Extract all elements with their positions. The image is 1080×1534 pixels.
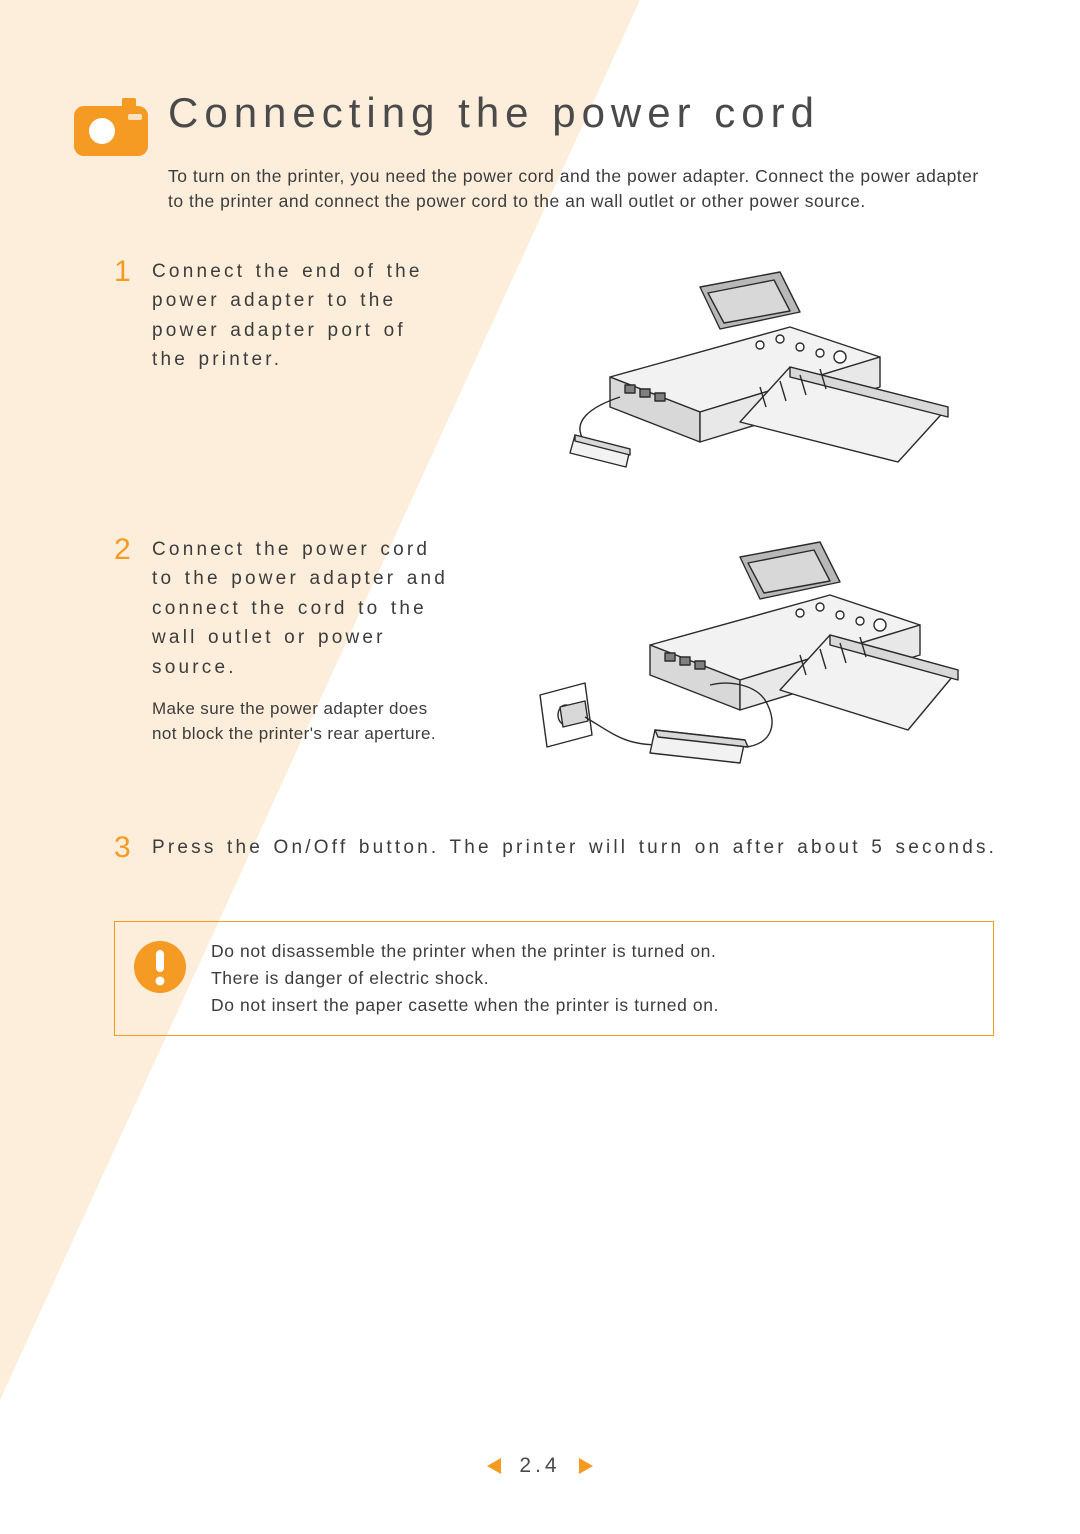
step-number: 1 [114,257,138,287]
warning-icon [133,940,187,994]
page-title: Connecting the power cord [168,90,820,136]
step-instruction: Connect the power cord to the power adap… [152,535,452,682]
step-number: 3 [114,833,138,863]
page-content: Connecting the power cord To turn on the… [0,0,1080,1534]
section-header: Connecting the power cord [72,90,1008,158]
step-item: 1 Connect the end of the power adapter t… [114,257,1008,477]
step-instruction: Press the On/Off button. The printer wil… [152,833,1008,862]
warning-line: Do not insert the paper casette when the… [211,992,719,1019]
step-illustration [482,535,1008,775]
camera-icon [72,96,150,158]
step-number: 2 [114,535,138,565]
warning-line: There is danger of electric shock. [211,965,719,992]
intro-paragraph: To turn on the printer, you need the pow… [168,164,988,215]
warning-text: Do not disassemble the printer when the … [211,938,719,1019]
step-illustration [482,257,1008,477]
warning-line: Do not disassemble the printer when the … [211,938,719,965]
steps-list: 1 Connect the end of the power adapter t… [114,257,1008,863]
step-instruction: Connect the end of the power adapter to … [152,257,452,375]
step-item: 3 Press the On/Off button. The printer w… [114,833,1008,863]
step-item: 2 Connect the power cord to the power ad… [114,535,1008,775]
warning-callout: Do not disassemble the printer when the … [114,921,994,1036]
step-note: Make sure the power adapter does not blo… [152,696,452,747]
